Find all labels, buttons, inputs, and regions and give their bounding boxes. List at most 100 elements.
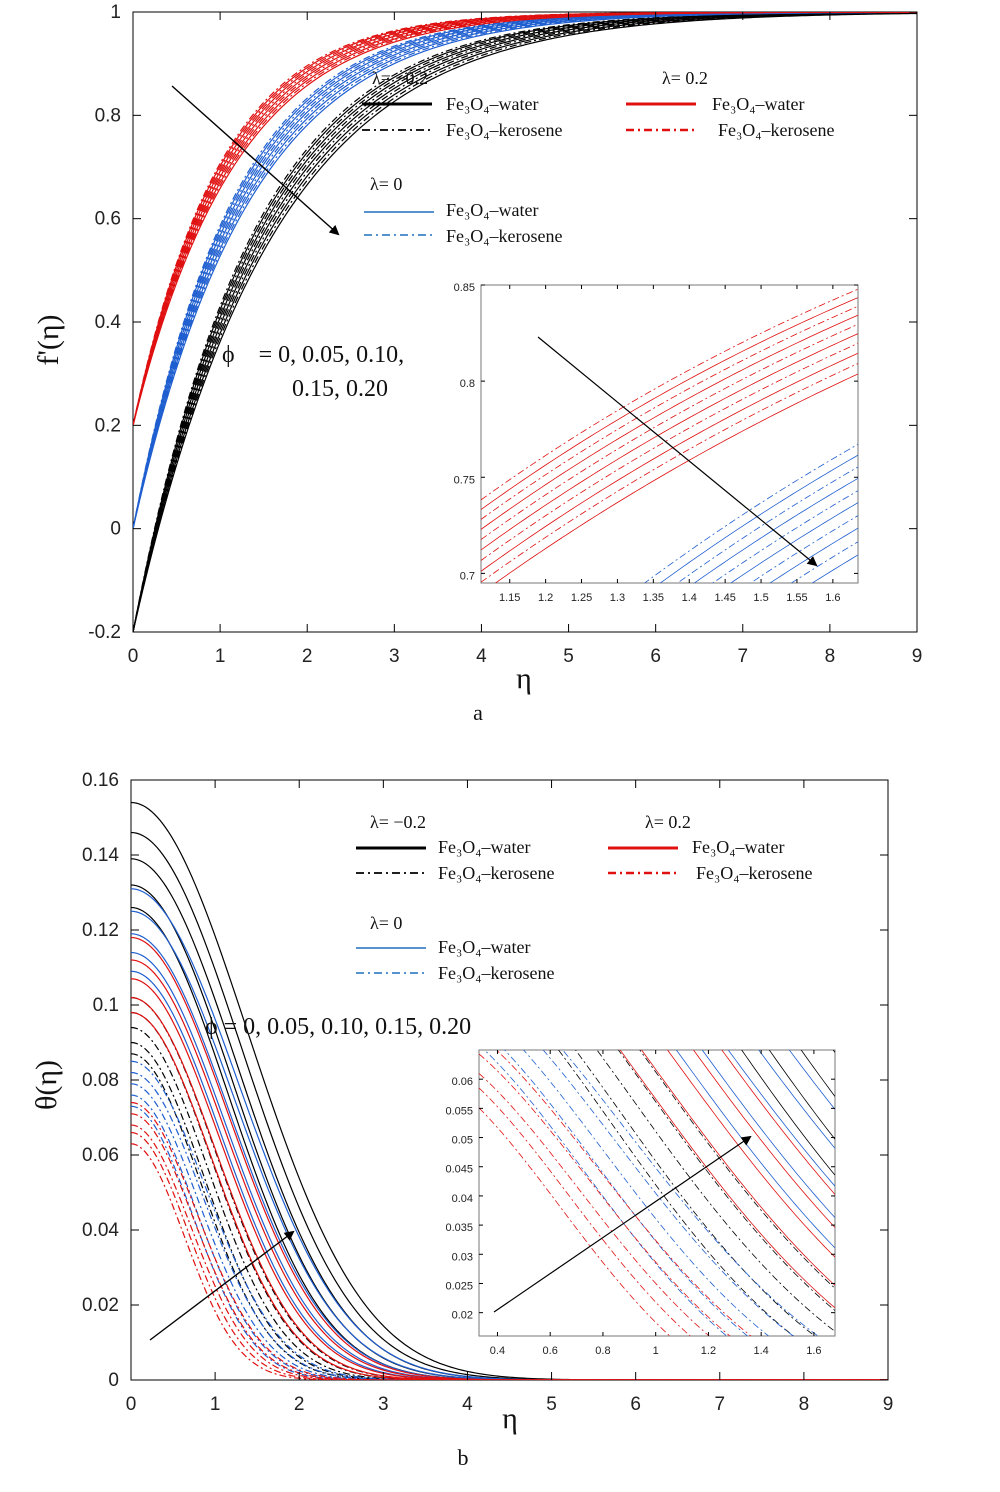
panel-b-inset-curve: [619, 1050, 835, 1309]
panel-b-curve: [131, 1105, 888, 1380]
panel-b-inset-ytick-label: 0.045: [445, 1164, 473, 1176]
panel-b-inset-curves: [479, 1050, 835, 1336]
panel-b-inset-arrow: [493, 1135, 752, 1313]
panel-a: 0 1 2 3 4 5 6 7 8 9 -0.2 0 0.2 0.4 0.6 0.8 1 f'(η) η a λ…: [32, 2, 923, 725]
panel-b-inset-frame: [478, 1049, 836, 1337]
panel-a-curve: [133, 12, 917, 632]
legend-b-label-neg-kerosene: Fe₃O₄–kerosene: [438, 863, 555, 883]
panel-b-curve: [131, 1143, 888, 1380]
panel-b-inset-xtick-label: 0.4: [490, 1345, 505, 1357]
panel-a-curve: [133, 12, 917, 632]
panel-a-inset-xtick-label: 1.3: [610, 592, 625, 604]
panel-a-xtick-label: 8: [825, 646, 836, 667]
panel-b-inset-curve: [617, 1050, 835, 1311]
panel-a-xtick-label: 1: [215, 646, 226, 667]
panel-b-inset-xtick-label: 0.6: [543, 1345, 558, 1357]
panel-a-inset-ytick-label: 0.7: [460, 570, 475, 582]
panel-a-ytick-label: 0: [110, 519, 121, 540]
panel-b-xtick-label: 4: [462, 1394, 473, 1415]
legend-b-label-pos-water: Fe₃O₄–water: [692, 837, 785, 857]
panel-a-curve: [133, 12, 917, 632]
panel-b-inset-curve: [701, 1050, 835, 1218]
panel-a-inset-curve: [712, 490, 858, 583]
panel-b-inset-curve: [768, 1050, 835, 1140]
panel-a-inset-curve: [481, 323, 858, 540]
legend-b-label-zero-kerosene: Fe₃O₄–kerosene: [438, 963, 555, 983]
panel-b-inset-curve: [667, 1050, 835, 1258]
panel-b-inset-curve: [692, 1050, 835, 1228]
panel-b-inset-curve: [721, 1050, 835, 1195]
legend-b-label-neg-water: Fe₃O₄–water: [438, 837, 531, 857]
panel-a-xtick-label: 2: [302, 646, 313, 667]
panel-a-ytick-label: -0.2: [88, 622, 121, 643]
panel-a-xtick-label: 6: [650, 646, 661, 667]
panel-a-curve: [133, 12, 917, 632]
panel-b-xtick-label: 1: [210, 1394, 221, 1415]
legend-a-title-zero: λ= 0: [370, 174, 402, 194]
panel-a-inset-curve: [481, 342, 858, 561]
panel-a-caption: a: [473, 700, 483, 725]
panel-a-inset-curve: [790, 541, 858, 583]
panel-a-inset-xtick-label: 1.45: [714, 592, 735, 604]
panel-b-legend: λ= −0.2 Fe₃O₄–water Fe₃O₄–kerosene λ= 0.…: [356, 812, 813, 983]
panel-a-inset-curve: [481, 314, 858, 530]
panel-b-inset-axes: 0.4 0.6 0.8 1 1.2 1.4 1.6 0.02 0.025 0.03 0.035 0.0…: [445, 1050, 835, 1357]
panel-b-xtick-label: 6: [630, 1394, 641, 1415]
legend-b-label-pos-kerosene: Fe₃O₄–kerosene: [696, 863, 813, 883]
panel-a-inset-ytick-label: 0.8: [460, 378, 475, 390]
panel-a-inset-curve: [693, 477, 858, 583]
panel-b-inset-curve: [727, 1050, 835, 1187]
panel-b-xtick-label: 3: [378, 1394, 389, 1415]
panel-b-inset-curve: [495, 1050, 752, 1336]
panel-b-inset-ytick-label: 0.02: [452, 1310, 473, 1322]
panel-b-axes: 0 1 2 3 4 5 6 7 8 9 0 0.02 0.04 0.06 0.08 0.1 0.12 0.14 0.…: [82, 770, 893, 1415]
panel-a-inset-xtick-label: 1.25: [571, 592, 592, 604]
panel-b-inset-ytick-label: 0.05: [452, 1135, 473, 1147]
panel-a-xtick-label: 9: [912, 646, 923, 667]
panel-a-inset-axes: 1.15 1.2 1.25 1.3 1.35 1.4 1.45 1.5 1.55 1.6 0.7 0.…: [454, 282, 858, 604]
panel-b-ytick-label: 0.12: [82, 920, 119, 941]
panel-a-inset-arrow: [537, 336, 818, 567]
panel-b-curves: [131, 801, 888, 1380]
panel-a-inset-curve: [481, 288, 858, 501]
panel-b: 0 1 2 3 4 5 6 7 8 9 0 0.02 0.04 0.06 0.08 0.1 0.12 0.14 0.…: [30, 770, 893, 1470]
panel-b-inset-ytick-label: 0.03: [452, 1251, 473, 1263]
panel-b-inset-xtick-label: 1: [653, 1345, 659, 1357]
panel-a-inset: 1.15 1.2 1.25 1.3 1.35 1.4 1.45 1.5 1.55 1.6 0.7 0.…: [454, 282, 859, 604]
panel-b-inset-xtick-label: 1.2: [701, 1345, 716, 1357]
panel-a-curve: [133, 12, 917, 632]
panel-a-inset-curve: [494, 373, 858, 583]
panel-b-xtick-label: 2: [294, 1394, 305, 1415]
panel-b-xtick-label: 5: [546, 1394, 557, 1415]
panel-b-ytick-label: 0.06: [82, 1145, 119, 1166]
panel-b-inset-curve: [479, 1073, 710, 1336]
panel-b-ytick-label: 0.02: [82, 1295, 119, 1316]
panel-a-curve: [133, 12, 917, 529]
panel-a-inset-curve: [481, 352, 858, 572]
panel-a-inset-ytick-label: 0.75: [454, 474, 475, 486]
panel-b-xtick-label: 9: [883, 1394, 894, 1415]
panel-a-inset-ytick-label: 0.85: [454, 282, 475, 294]
panel-b-inset-curve: [479, 1087, 691, 1336]
panel-b-inset-xtick-label: 1.6: [806, 1345, 821, 1357]
panel-a-inset-xtick-label: 1.6: [825, 592, 840, 604]
legend-a-label-neg-water: Fe₃O₄–water: [446, 94, 539, 114]
panel-a-xtick-label: 7: [737, 646, 748, 667]
panel-a-inset-curve: [481, 305, 858, 520]
panel-a-inset-curve: [749, 515, 858, 583]
panel-b-inset-curve: [758, 1050, 835, 1149]
panel-b-curve: [131, 1124, 888, 1380]
panel-a-ytick-label: 1: [110, 2, 121, 23]
panel-b-curve: [131, 1083, 888, 1380]
legend-b-title-pos: λ= 0.2: [645, 812, 691, 832]
panel-a-curve: [133, 12, 917, 632]
panel-a-inset-frame: [480, 284, 859, 584]
panel-b-inset-curve: [542, 1050, 794, 1336]
panel-a-inset-curve: [659, 454, 858, 583]
panel-b-inset-curve: [596, 1050, 835, 1332]
panel-a-inset-curve: [676, 466, 858, 583]
panel-b-inset: 0.4 0.6 0.8 1 1.2 1.4 1.6 0.02 0.025 0.03 0.035 0.0…: [445, 1049, 836, 1357]
panel-a-curve: [133, 12, 917, 426]
panel-a-inset-curves: [481, 288, 858, 583]
panel-b-ylabel: θ(η): [30, 1060, 63, 1110]
